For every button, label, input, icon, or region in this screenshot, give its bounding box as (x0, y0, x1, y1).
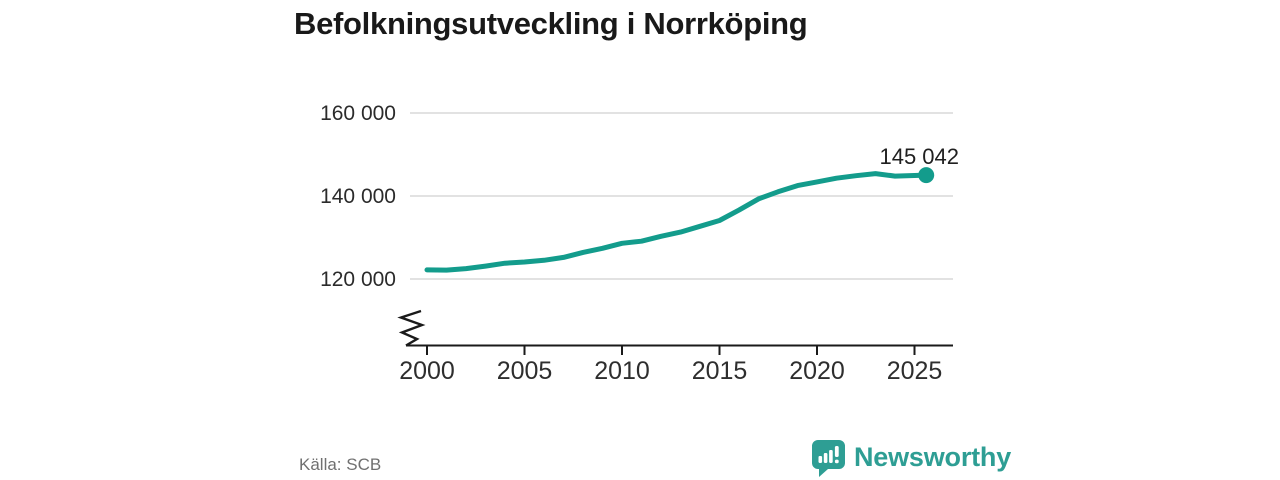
population-line (424, 171, 929, 273)
x-tick-label: 2025 (886, 357, 943, 385)
y-tick-label: 140 000 (320, 185, 396, 208)
brand-wordmark: Newsworthy (854, 441, 1012, 472)
source-note: Källa: SCB (299, 455, 382, 474)
newsworthy-logo-icon (812, 440, 845, 477)
x-tick-label: 2020 (789, 357, 845, 385)
latest-value-label: 145 042 (879, 144, 959, 169)
x-tick-label: 2010 (594, 357, 650, 385)
x-tick-label: 2015 (691, 357, 748, 385)
y-tick-label: 120 000 (320, 268, 396, 291)
brand-footer: Newsworthy (812, 440, 1011, 478)
y-tick-label: 160 000 (320, 102, 396, 125)
axis-break-icon (397, 309, 426, 347)
x-tick-label: 2000 (399, 357, 455, 385)
chart-title: Befolkningsutveckling i Norrköping (294, 6, 808, 41)
latest-value-point (918, 167, 935, 184)
x-tick-label: 2005 (496, 357, 553, 385)
